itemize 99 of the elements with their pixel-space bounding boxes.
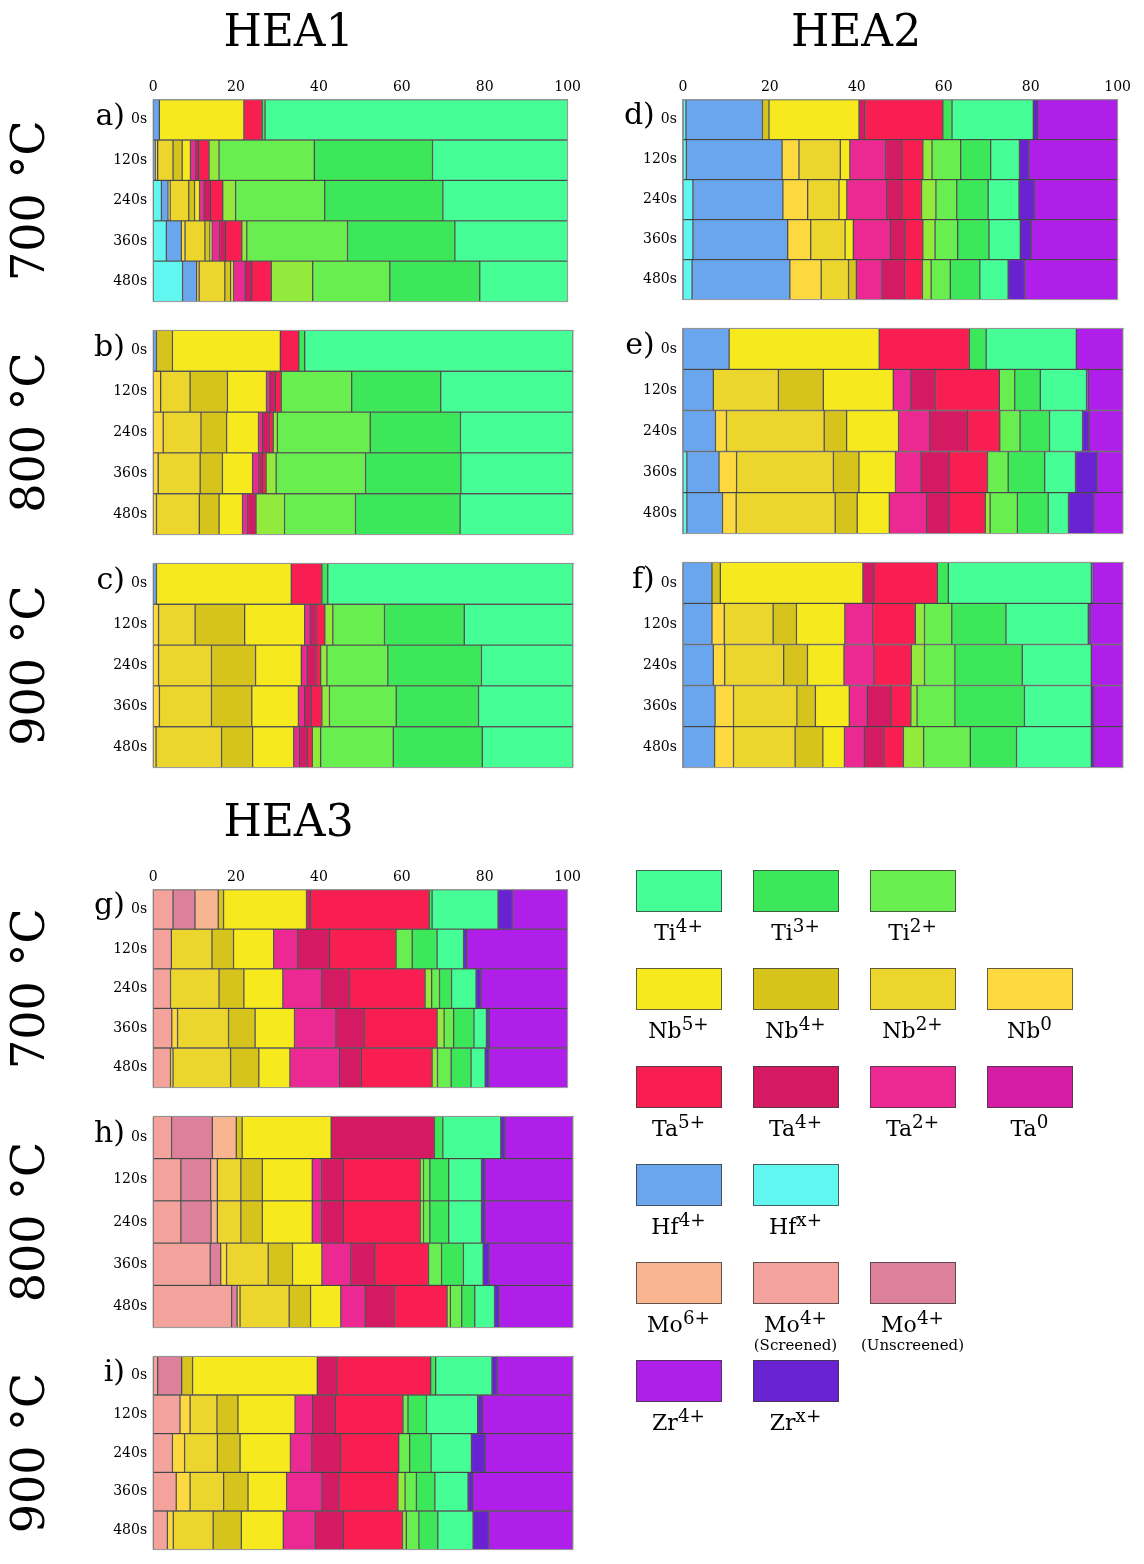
x-tick-label: 100: [554, 867, 582, 884]
y-tick-label: 360s: [113, 1254, 148, 1271]
y-tick-label: 360s: [113, 1482, 148, 1499]
y-axis-title: 700 °C: [0, 120, 55, 281]
y-tick-label: 120s: [643, 380, 677, 397]
legend-label: Zr$^{4+}$: [652, 1404, 705, 1436]
y-tick-label: 0s: [131, 1128, 148, 1145]
y-tick-label: 480s: [113, 737, 148, 754]
y-tick-label: 360s: [113, 231, 148, 248]
chart-title: HEA1: [223, 4, 354, 56]
y-tick-label: 240s: [113, 423, 148, 440]
y-tick-label: 480s: [643, 270, 677, 287]
chart-title: HEA2: [790, 4, 922, 56]
x-tick-label: 20: [227, 77, 245, 94]
x-tick-label: 20: [760, 77, 779, 94]
legend-label: Nb$^{4+}$: [765, 1012, 826, 1044]
y-tick-label: 120s: [113, 150, 148, 167]
y-tick-label: 120s: [643, 614, 677, 631]
y-tick-label: 240s: [643, 655, 677, 672]
x-tick-label: 60: [392, 867, 411, 884]
legend-label: Ta$^{5+}$: [651, 1110, 706, 1142]
y-tick-label: 480s: [113, 272, 148, 289]
x-tick-label: 40: [847, 77, 866, 94]
y-axis-title: 700 °C: [0, 908, 55, 1069]
y-tick-label: 480s: [113, 504, 148, 521]
x-tick-label: 0: [148, 77, 158, 94]
text: e): [625, 325, 655, 361]
legend-label: Nb$^{5+}$: [648, 1012, 709, 1044]
legend-label: Ti$^{4+}$: [654, 914, 703, 946]
y-tick-label: 360s: [113, 696, 148, 713]
x-tick-label: 100: [1104, 77, 1132, 94]
x-tick-label: 20: [227, 867, 245, 884]
y-tick-label: 240s: [643, 421, 677, 438]
y-tick-label: 360s: [643, 230, 677, 247]
y-tick-label: 240s: [113, 979, 148, 996]
x-tick-label: 0: [678, 77, 688, 94]
legend-label: Ta$^{0}$: [1010, 1110, 1049, 1142]
y-tick-label: 0s: [131, 110, 148, 127]
text: d): [623, 96, 655, 132]
x-tick-label: 80: [475, 77, 494, 94]
text: h): [93, 1114, 126, 1150]
y-tick-label: 480s: [643, 503, 677, 520]
y-tick-label: 240s: [643, 190, 677, 207]
text: i): [103, 1352, 126, 1388]
x-tick-label: 80: [1021, 77, 1040, 94]
legend-label: Hf$^{4+}$: [651, 1208, 706, 1240]
y-tick-label: 240s: [113, 191, 148, 208]
text: a): [95, 96, 126, 132]
y-axis-title: 800 °C: [0, 1141, 55, 1303]
y-tick-label: 240s: [113, 656, 148, 673]
legend-label: Mo$^{4+}$ (Unscreened): [860, 1306, 965, 1355]
x-tick-label: 0: [148, 867, 158, 884]
y-tick-label: 120s: [113, 1405, 148, 1421]
y-tick-label: 360s: [113, 463, 148, 480]
y-tick-label: 360s: [113, 1018, 148, 1035]
x-tick-label: 40: [310, 77, 328, 94]
x-tick-label: 40: [310, 867, 328, 884]
y-axis-title: 900 °C: [0, 1372, 55, 1534]
legend-label: Mo$^{6+}$: [647, 1306, 710, 1338]
y-tick-label: 480s: [113, 1520, 148, 1537]
y-tick-label: 240s: [113, 1212, 148, 1229]
x-tick-label: 60: [392, 77, 411, 94]
legend-label: Ta$^{2+}$: [885, 1110, 940, 1142]
x-tick-label: 60: [934, 77, 953, 94]
legend-label: Nb$^{2+}$: [882, 1012, 943, 1044]
y-tick-label: 480s: [643, 737, 677, 754]
x-tick-label: 80: [475, 867, 494, 884]
y-tick-label: 0s: [131, 1366, 148, 1383]
x-tick-label: 100: [554, 77, 582, 94]
legend-label: Ti$^{3+}$: [771, 914, 820, 946]
y-tick-label: 0s: [131, 341, 148, 358]
y-axis-title: 900 °C: [0, 585, 55, 746]
y-tick-label: 120s: [113, 615, 148, 632]
y-tick-label: 0s: [131, 900, 148, 917]
legend-label: Ti$^{2+}$: [888, 914, 937, 946]
y-tick-label: 0s: [660, 339, 677, 356]
y-tick-label: 120s: [643, 150, 677, 167]
text: f): [632, 559, 655, 595]
y-axis-title: 800 °C: [0, 352, 55, 513]
legend-label: Nb$^{0}$: [1006, 1012, 1052, 1044]
text: b): [94, 327, 126, 363]
y-tick-label: 480s: [113, 1058, 148, 1075]
y-tick-label: 0s: [660, 110, 677, 127]
legend-label: Ta$^{4+}$: [768, 1110, 823, 1142]
legend-label: Zr$^{x+}$: [769, 1404, 822, 1436]
y-tick-label: 0s: [131, 574, 148, 591]
y-tick-label: 360s: [643, 696, 677, 713]
y-tick-label: 360s: [643, 462, 677, 479]
text: c): [96, 560, 126, 596]
y-tick-label: 480s: [113, 1297, 148, 1314]
y-tick-label: 240s: [113, 1443, 148, 1460]
y-tick-label: 120s: [113, 382, 148, 399]
legend-label: Hf$^{x+}$: [768, 1208, 823, 1240]
text: g): [94, 886, 126, 922]
y-tick-label: 120s: [113, 1170, 148, 1187]
chart-title: HEA3: [223, 794, 354, 846]
y-tick-label: 120s: [113, 939, 148, 956]
y-tick-label: 0s: [660, 573, 677, 590]
legend-label: Mo$^{4+}$ (Screened): [753, 1306, 838, 1355]
